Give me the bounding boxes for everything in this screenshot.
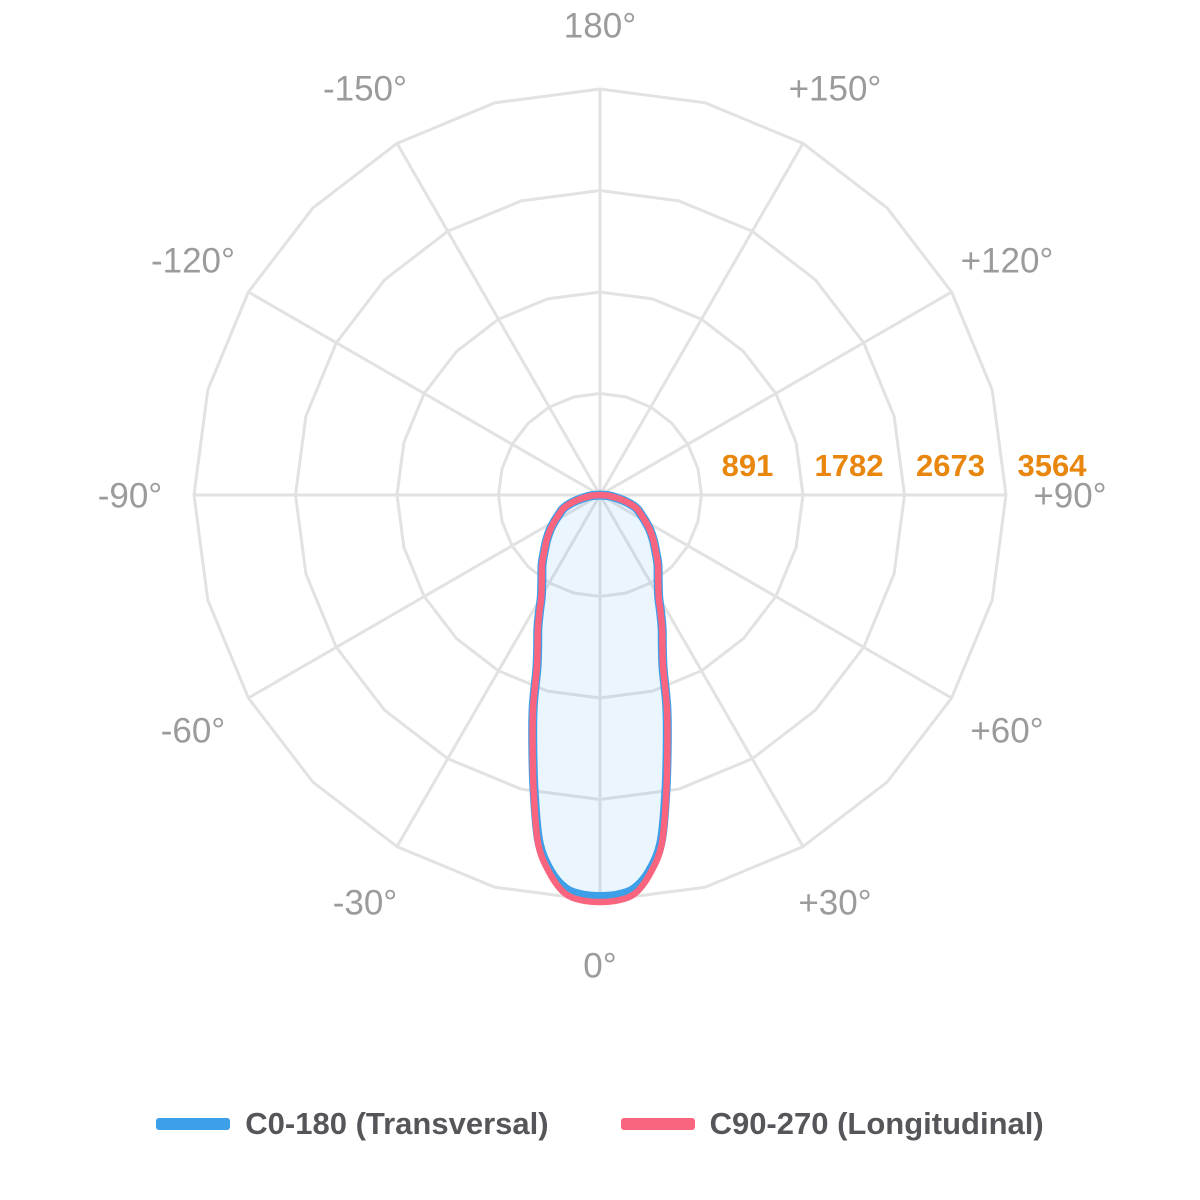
legend-label-c0-180: C0-180 (Transversal): [245, 1106, 549, 1141]
grid-spoke: [395, 494, 602, 848]
angle-label: +60°: [970, 711, 1043, 750]
radial-tick-label: 3564: [1018, 448, 1088, 483]
angle-label: -150°: [323, 69, 407, 108]
angle-label: +30°: [798, 883, 871, 922]
angle-label: 180°: [564, 6, 636, 45]
grid-spoke: [247, 290, 601, 497]
radial-tick-label: 1782: [815, 448, 884, 483]
legend-label-c90-270: C90-270 (Longitudinal): [709, 1106, 1044, 1141]
polar-chart: 891 1782 2673 3564 0° +30° +60° +90° +120° +150° 1…: [98, 6, 1107, 985]
legend-item-c0-180[interactable]: C0-180 (Transversal): [156, 1106, 549, 1142]
grid-spoke: [599, 493, 953, 700]
grid-spoke: [598, 494, 805, 848]
legend-item-c90-270[interactable]: C90-270 (Longitudinal): [620, 1106, 1044, 1142]
curve-c0-180: [528, 490, 672, 901]
angle-label: +90°: [1033, 476, 1106, 515]
grid-spoke: [598, 142, 805, 496]
angle-label: +120°: [961, 241, 1054, 280]
radial-tick-label: 2673: [916, 448, 985, 483]
angle-label: +150°: [789, 69, 882, 108]
curve-c90-270: [529, 491, 671, 906]
angle-label: -120°: [151, 241, 235, 280]
grid-spoke: [395, 142, 602, 496]
radial-tick-label: 891: [722, 448, 774, 483]
chart-legend: C0-180 (Transversal) C90-270 (Longitudin…: [0, 1098, 1200, 1150]
angle-label: -30°: [333, 883, 398, 922]
angle-label: -90°: [98, 476, 163, 515]
grid-spoke: [247, 493, 601, 700]
legend-swatch-c0-180-icon: [156, 1118, 231, 1130]
angle-label: -60°: [161, 711, 226, 750]
legend-swatch-c90-270-icon: [620, 1118, 695, 1130]
grid-spoke: [599, 290, 953, 497]
angle-label: 0°: [583, 946, 616, 985]
